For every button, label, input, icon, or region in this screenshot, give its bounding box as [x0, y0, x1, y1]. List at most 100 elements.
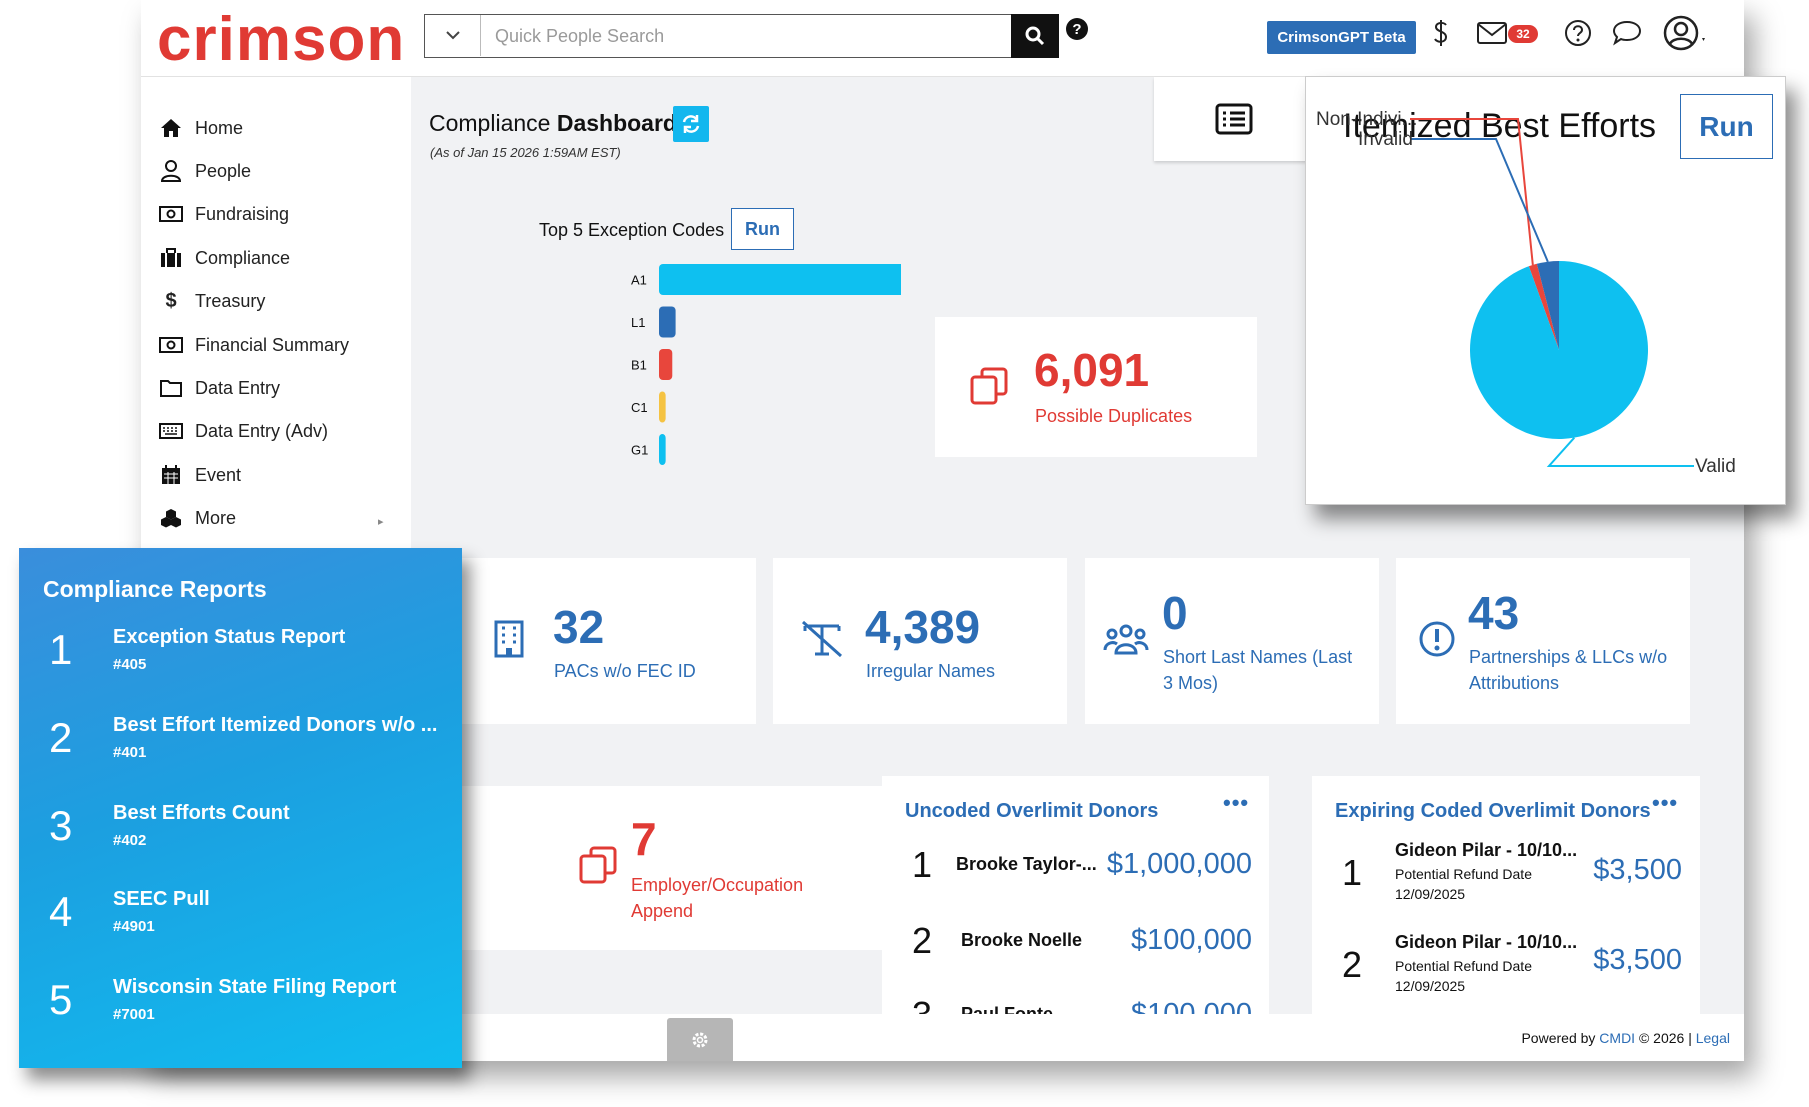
sidebar-item-people[interactable]: People — [159, 156, 251, 186]
search-icon — [1025, 26, 1045, 45]
pacs-count: 32 — [553, 601, 605, 653]
pie-slice-3[interactable] — [1470, 261, 1648, 439]
irregular-names-label: Irregular Names — [866, 661, 996, 681]
bar-label-l1: L1 — [631, 315, 645, 330]
dollar-icon[interactable] — [1429, 16, 1453, 50]
sidebar-item-label: More — [195, 507, 237, 528]
employer-label: Employer/Occupation Append — [631, 875, 804, 921]
calendar-icon — [159, 463, 183, 487]
alert-icon — [1419, 621, 1455, 657]
mail-icon[interactable] — [1475, 16, 1509, 50]
expiring-title: Expiring Coded Overlimit Donors — [1335, 800, 1651, 822]
building-icon — [494, 620, 524, 658]
money-icon — [159, 202, 183, 226]
sidebar-item-label: Data Entry — [195, 377, 281, 398]
search-help-icon[interactable]: ? — [1066, 18, 1088, 40]
duplicates-label: Possible Duplicates — [1035, 406, 1193, 426]
possible-duplicates-card[interactable]: 6,091 Possible Duplicates — [935, 317, 1257, 457]
dollar-icon: $ — [165, 289, 177, 312]
quick-people-search[interactable]: Quick People Search — [424, 13, 1059, 58]
search-scope-dropdown[interactable] — [425, 15, 481, 56]
list-view-tab[interactable] — [1154, 77, 1314, 161]
briefcase-icon — [159, 246, 183, 270]
employer-count: 7 — [631, 813, 657, 865]
duplicates-count: 6,091 — [1034, 344, 1150, 396]
users-icon — [1103, 624, 1149, 655]
pie-leader-line-1 — [1410, 118, 1534, 266]
page-title: Compliance Dashboard — [429, 110, 677, 136]
sidebar-item-more[interactable]: More — [159, 503, 236, 533]
money-icon — [159, 333, 183, 357]
bar-l1[interactable] — [659, 306, 676, 338]
pie-label-3: Valid — [1695, 456, 1736, 477]
short-last-names-count: 0 — [1162, 587, 1188, 639]
pie-leader-line-3 — [1546, 437, 1694, 467]
pacs-card[interactable]: 32 PACs w/o FEC ID — [461, 558, 756, 724]
pie-label-2: Invalid — [1358, 129, 1413, 150]
sidebar-item-label: Data Entry (Adv) — [195, 420, 329, 441]
chevron-down-icon — [445, 31, 460, 40]
folder-icon — [159, 376, 183, 400]
pie-slice-2[interactable] — [1536, 261, 1559, 350]
sidebar-item-fundraising[interactable]: Fundraising — [159, 199, 289, 229]
irregular-names-count: 4,389 — [865, 601, 981, 653]
as-of-timestamp: (As of Jan 15 2026 1:59AM EST) — [430, 145, 621, 160]
sidebar-item-label: Treasury — [195, 290, 266, 311]
itemized-best-efforts-panel: Itemized Best Efforts Run Non-Indivi... I… — [1305, 76, 1786, 505]
settings-button[interactable] — [667, 1018, 733, 1061]
sidebar-item-treasury[interactable]: $ Treasury — [159, 286, 265, 316]
compliance-reports-panel: Compliance Reports 1 Exception Status Re… — [19, 548, 462, 1068]
pie-slice-1[interactable] — [1528, 263, 1559, 350]
irregular-names-card[interactable]: 4,389 Irregular Names — [773, 558, 1067, 724]
cubes-icon — [159, 506, 183, 530]
sidebar-item-label: Event — [195, 464, 242, 485]
home-icon — [159, 116, 183, 140]
sidebar-item-label: Compliance — [195, 247, 291, 268]
top-bar: crimson Quick People Search ? CrimsonGPT… — [141, 0, 1744, 77]
more-options-icon[interactable]: ••• — [1223, 790, 1250, 815]
sidebar-item-financial-summary[interactable]: Financial Summary — [159, 330, 349, 360]
list-icon — [1215, 103, 1253, 135]
account-icon[interactable] — [1661, 15, 1709, 51]
refresh-icon — [682, 115, 700, 133]
exceptions-run-button[interactable]: Run — [731, 208, 794, 250]
partnerships-label: Partnerships & LLCs w/o Attributions — [1469, 647, 1668, 693]
refresh-button[interactable] — [673, 106, 709, 142]
sidebar-item-data-entry-adv[interactable]: Data Entry (Adv) — [159, 416, 328, 446]
powered-by: Powered by CMDI © 2026 | Legal — [1521, 1030, 1730, 1046]
cmdi-link[interactable]: CMDI — [1599, 1030, 1636, 1046]
uncoded-title: Uncoded Overlimit Donors — [905, 800, 1159, 822]
crimson-logo[interactable]: crimson — [157, 5, 406, 74]
bar-a1[interactable] — [659, 264, 901, 295]
mail-count-badge: 32 — [1508, 25, 1538, 43]
bar-label-g1: G1 — [631, 443, 648, 458]
partnerships-count: 43 — [1468, 587, 1520, 639]
itemized-run-button[interactable]: Run — [1680, 94, 1773, 159]
more-options-icon[interactable]: ••• — [1652, 790, 1679, 815]
sidebar-item-home[interactable]: Home — [159, 113, 243, 143]
sidebar-item-label: Fundraising — [195, 203, 290, 224]
search-input[interactable]: Quick People Search — [495, 26, 665, 46]
chat-icon[interactable] — [1611, 16, 1643, 50]
short-last-names-card[interactable]: 0 Short Last Names (Last 3 Mos) — [1085, 558, 1379, 724]
exceptions-chart-title: Top 5 Exception Codes — [539, 220, 725, 240]
crimsongpt-button[interactable]: CrimsonGPT Beta — [1267, 21, 1416, 54]
bar-label-a1: A1 — [631, 273, 647, 288]
bar-g1[interactable] — [659, 434, 666, 465]
itemized-pie-chart: Non-Indivi...Invalid Valid — [1316, 109, 1736, 477]
bar-b1[interactable] — [659, 349, 673, 380]
sidebar-item-event[interactable]: Event — [159, 460, 241, 490]
sidebar-item-label: People — [195, 160, 252, 181]
user-icon — [159, 159, 183, 183]
sidebar-item-compliance[interactable]: Compliance — [159, 243, 290, 273]
help-icon[interactable] — [1563, 16, 1593, 50]
exception-codes-bar-chart: A1 L1 B1 C1 G1 — [631, 264, 901, 465]
search-button[interactable] — [1011, 13, 1059, 58]
short-last-names-label: Short Last Names (Last 3 Mos) — [1163, 647, 1353, 693]
sidebar-item-data-entry[interactable]: Data Entry — [159, 373, 280, 403]
copy-icon — [970, 367, 1008, 405]
legal-link[interactable]: Legal — [1695, 1030, 1730, 1046]
bar-c1[interactable] — [659, 391, 666, 423]
copy-icon — [579, 846, 617, 884]
partnerships-card[interactable]: 43 Partnerships & LLCs w/o Attributions — [1396, 558, 1690, 724]
